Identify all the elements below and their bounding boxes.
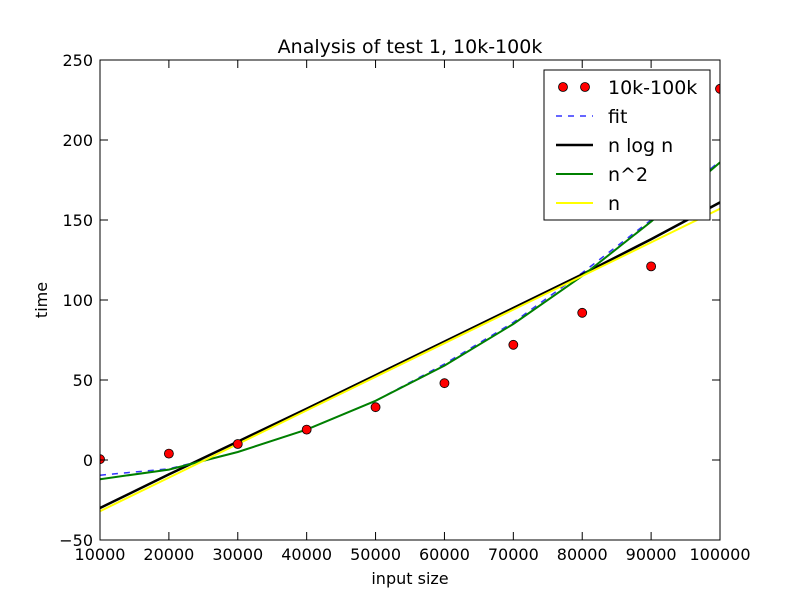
legend-label: fit [608, 106, 627, 128]
legend-marker [580, 82, 590, 92]
x-tick-label: 30000 [212, 545, 263, 564]
data-point-10k-100k [577, 307, 588, 318]
y-tick-label: −50 [59, 531, 93, 550]
y-axis-label: time [32, 282, 51, 318]
data-point-10k-100k [508, 339, 519, 350]
y-tick-label: 200 [62, 131, 93, 150]
data-point-10k-100k [715, 83, 720, 94]
series-layer [100, 83, 720, 513]
legend-label: n log n [608, 135, 673, 157]
chart-title: Analysis of test 1, 10k-100k [278, 36, 543, 58]
x-axis-label: input size [371, 569, 448, 588]
data-point-10k-100k [646, 261, 657, 272]
y-tick-label: 100 [62, 291, 93, 310]
y-tick-label: 50 [73, 371, 93, 390]
x-tick-label: 90000 [626, 545, 677, 564]
legend-marker [558, 82, 568, 92]
data-point-10k-100k [100, 454, 105, 465]
x-tick-label: 60000 [419, 545, 470, 564]
legend-label: n [608, 193, 620, 215]
data-point-10k-100k [301, 424, 312, 435]
y-tick-label: 0 [83, 451, 93, 470]
data-point-10k-100k [370, 402, 381, 413]
x-tick-label: 10000 [75, 545, 126, 564]
y-tick-label: 250 [62, 51, 93, 70]
legend-label: n^2 [608, 164, 648, 186]
x-tick-label: 100000 [689, 545, 750, 564]
data-point-10k-100k [232, 439, 243, 449]
x-tick-label: 40000 [281, 545, 332, 564]
legend-label: 10k-100k [608, 77, 697, 99]
x-tick-label: 80000 [557, 545, 608, 564]
data-point-10k-100k [439, 378, 450, 389]
x-tick-label: 70000 [488, 545, 539, 564]
series-clip-group [100, 83, 720, 513]
legend: 10k-100k fit n log n n^2 n [543, 69, 711, 221]
series-line-n-log-n [100, 201, 720, 510]
data-point-10k-100k [163, 448, 174, 459]
ticks-layer: 10000 20000 30000 40000 50000 60000 70000 80000… [59, 51, 750, 564]
x-tick-label: 20000 [143, 545, 194, 564]
y-tick-label: 150 [62, 211, 93, 230]
series-line-n [100, 207, 720, 513]
x-tick-label: 50000 [350, 545, 401, 564]
